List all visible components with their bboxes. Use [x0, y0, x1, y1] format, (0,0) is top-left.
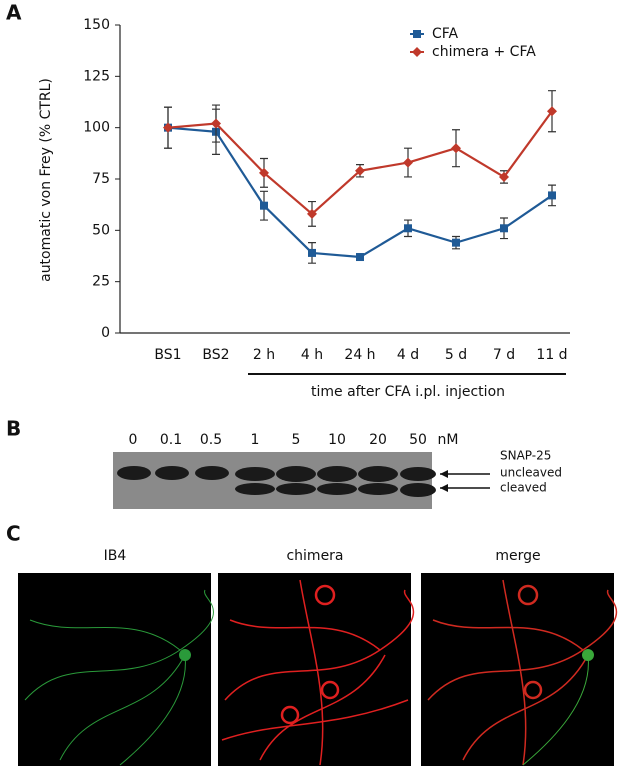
lane-label: 0 — [129, 432, 138, 448]
lane-unit: nM — [438, 432, 459, 448]
marker — [452, 238, 460, 247]
y-tick-label: 50 — [92, 222, 110, 238]
x-tick-label: BS1 — [154, 347, 181, 363]
marker — [211, 118, 221, 129]
marker — [500, 224, 508, 233]
marker — [260, 201, 268, 210]
marker — [259, 167, 269, 178]
legend-label: chimera + CFA — [432, 44, 536, 60]
marker — [412, 47, 422, 57]
panel-letter: B — [6, 417, 21, 441]
lane-label: 1 — [251, 432, 260, 448]
lane-label: 50 — [409, 432, 427, 448]
image-chimera — [218, 573, 411, 766]
marker — [163, 122, 173, 133]
y-axis-label: automatic von Frey (% CTRL) — [38, 78, 54, 282]
y-tick-label: 100 — [83, 120, 110, 136]
series-line — [167, 110, 553, 216]
y-tick-label: 75 — [92, 171, 110, 187]
lane-label: 0.5 — [200, 432, 222, 448]
lane-label: 20 — [369, 432, 387, 448]
x-tick-label: 5 d — [445, 347, 467, 363]
x-tick-label: 4 h — [301, 347, 323, 363]
y-tick-label: 25 — [92, 274, 110, 290]
y-tick-label: 125 — [83, 68, 110, 84]
x-tick-label: 7 d — [493, 347, 515, 363]
blot-annotation: cleaved — [500, 481, 547, 495]
image-title: merge — [495, 548, 540, 564]
marker — [404, 224, 412, 233]
image-merge — [421, 573, 614, 766]
panel-letter: A — [6, 1, 22, 25]
x-tick-label: 11 d — [536, 347, 567, 363]
marker — [356, 253, 364, 262]
marker — [307, 208, 317, 219]
image-ib4 — [18, 573, 211, 766]
lane-label: 5 — [292, 432, 301, 448]
x-tick-label: BS2 — [202, 347, 229, 363]
x-tick-label: 4 d — [397, 347, 419, 363]
blot-annotation: uncleaved — [500, 466, 562, 480]
marker — [355, 165, 365, 176]
marker — [499, 171, 509, 182]
lane-label: 0.1 — [160, 432, 182, 448]
marker — [403, 157, 413, 168]
y-tick-label: 0 — [101, 325, 110, 341]
marker — [548, 191, 556, 200]
marker — [451, 143, 461, 154]
arrow-head — [440, 470, 448, 478]
neurites — [24, 579, 618, 766]
marker — [308, 248, 316, 257]
blot-annotation: SNAP-25 — [500, 449, 551, 463]
x-tick-label: 2 h — [253, 347, 275, 363]
x-axis-label: time after CFA i.pl. injection — [311, 384, 505, 400]
legend-label: CFA — [432, 26, 459, 42]
panel-letter: C — [6, 522, 21, 546]
arrow-head — [440, 484, 448, 492]
marker — [547, 106, 557, 117]
image-title: chimera — [286, 548, 343, 564]
y-tick-label: 150 — [83, 17, 110, 33]
cell-bodies — [179, 584, 594, 725]
blot-bands — [117, 466, 436, 497]
lane-label: 10 — [328, 432, 346, 448]
series-line — [167, 126, 553, 259]
marker — [413, 30, 421, 38]
x-tick-label: 24 h — [344, 347, 375, 363]
image-title: IB4 — [104, 548, 127, 564]
